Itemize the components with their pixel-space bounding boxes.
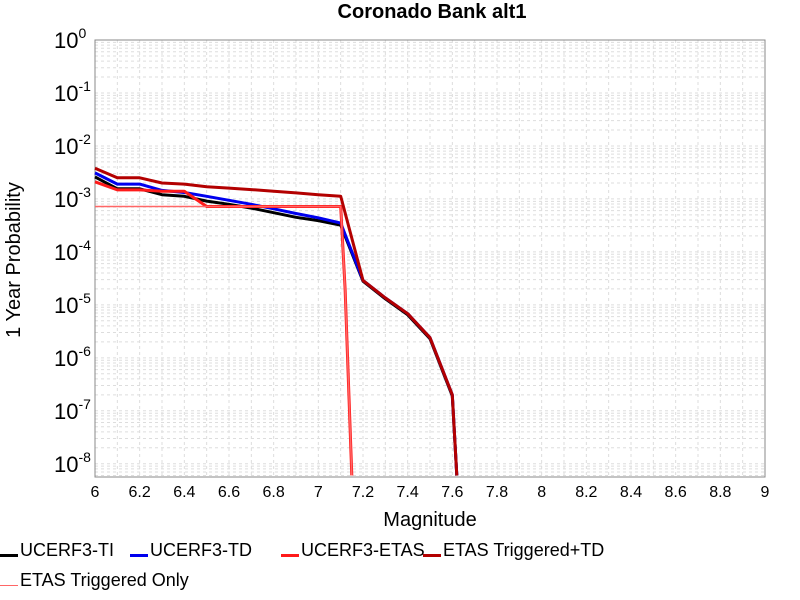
legend-swatch — [0, 585, 18, 586]
x-tick-label: 6.2 — [129, 484, 151, 501]
y-tick-label: 10-8 — [54, 449, 91, 477]
grid-lines — [94, 40, 766, 477]
x-axis-label: Magnitude — [383, 509, 476, 531]
x-tick-label: 8.2 — [575, 484, 597, 501]
y-tick-label: 10-7 — [54, 396, 91, 424]
x-tick-label: 7.6 — [441, 484, 463, 501]
legend-label: UCERF3-TI — [20, 540, 114, 560]
y-tick-label: 10-5 — [54, 290, 91, 318]
legend-label: UCERF3-TD — [150, 540, 252, 560]
legend-item: ETAS Triggered Only — [0, 570, 189, 591]
x-tick-label: 6 — [91, 484, 100, 501]
legend-swatch — [130, 554, 148, 557]
series-line-ucerf3-td — [94, 171, 459, 476]
x-tick-label: 7.8 — [486, 484, 508, 501]
series-line-etas-triggered-td — [94, 166, 459, 476]
legend-label: ETAS Triggered Only — [20, 570, 189, 590]
chart-title: Coronado Bank alt1 — [338, 1, 527, 23]
legend-item: UCERF3-TD — [130, 540, 252, 561]
y-tick-label: 100 — [54, 25, 86, 53]
y-axis-label: 1 Year Probability — [3, 182, 25, 338]
y-tick-label: 10-4 — [54, 237, 91, 265]
series-line-etas-triggered-only — [95, 205, 353, 476]
x-tick-label: 6.6 — [218, 484, 240, 501]
y-tick-label: 10-6 — [54, 343, 91, 371]
y-tick-label: 10-1 — [54, 78, 91, 106]
x-tick-label: 8 — [537, 484, 546, 501]
legend-swatch — [0, 554, 18, 557]
tick-labels: 6 6.2 6.4 6.6 6.8 7 7.2 7.4 7.6 7.8 8 8.2 8.4 8.6 8.8 9… — [54, 25, 770, 501]
x-tick-label: 6.4 — [173, 484, 195, 501]
x-tick-label: 7.2 — [352, 484, 374, 501]
legend-item: ETAS Triggered+TD — [423, 540, 604, 561]
y-tick-label: 10-2 — [54, 131, 91, 159]
series-layer — [94, 166, 459, 476]
x-tick-label: 8.4 — [620, 484, 642, 501]
x-tick-label: 7.4 — [397, 484, 419, 501]
x-tick-label: 8.6 — [665, 484, 687, 501]
x-tick-label: 8.8 — [709, 484, 731, 501]
x-tick-label: 7 — [314, 484, 323, 501]
x-tick-label: 9 — [761, 484, 770, 501]
legend-item: UCERF3-ETAS — [281, 540, 425, 561]
y-tick-label: 10-3 — [54, 184, 91, 212]
plot-area-frame — [94, 39, 766, 478]
legend-swatch — [423, 554, 441, 557]
legend-label: UCERF3-ETAS — [301, 540, 425, 560]
legend-label: ETAS Triggered+TD — [443, 540, 605, 560]
legend-item: UCERF3-TI — [0, 540, 114, 561]
x-tick-label: 6.8 — [263, 484, 285, 501]
legend-swatch — [281, 554, 299, 557]
